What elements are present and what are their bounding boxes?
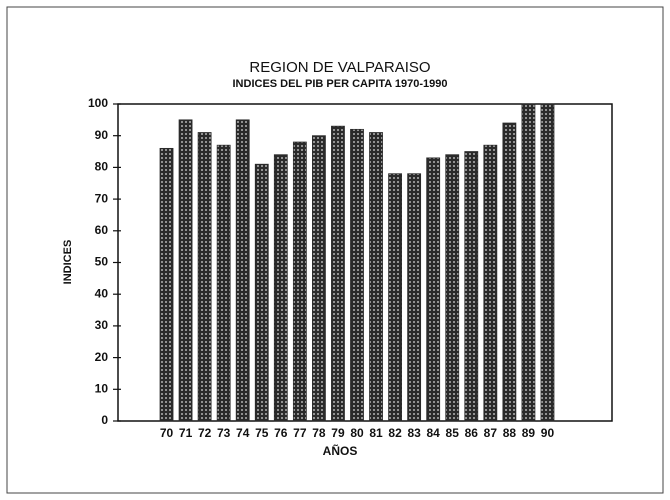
bar [254, 163, 269, 422]
x-tick-label: 88 [503, 426, 517, 440]
bar [445, 154, 460, 422]
x-tick-label: 84 [427, 426, 441, 440]
bar [483, 144, 498, 422]
x-tick-label: 74 [236, 426, 250, 440]
bar [407, 173, 422, 422]
x-tick-label: 81 [369, 426, 383, 440]
bar [388, 173, 402, 422]
bar [369, 132, 383, 422]
x-tick-label: 82 [388, 426, 402, 440]
bar [464, 151, 479, 422]
x-tick-label: 73 [217, 426, 231, 440]
x-tick-label: 70 [160, 426, 174, 440]
x-tick-label: 79 [331, 426, 345, 440]
x-tick-label: 89 [522, 426, 536, 440]
x-tick-label: 76 [274, 426, 288, 440]
x-tick-label: 72 [198, 426, 212, 440]
x-tick-label: 80 [350, 426, 364, 440]
y-tick-label: 60 [95, 223, 109, 237]
y-tick-label: 10 [95, 381, 109, 395]
x-tick-label: 85 [446, 426, 460, 440]
x-axis-label: AÑOS [323, 443, 358, 458]
y-tick-label: 100 [88, 96, 108, 110]
bar [426, 157, 441, 422]
y-tick-label: 30 [95, 318, 109, 332]
chart-title: REGION DE VALPARAISO [249, 59, 430, 76]
bar [502, 122, 517, 422]
bar [292, 141, 307, 422]
bar [273, 154, 288, 422]
bar [350, 128, 364, 422]
x-tick-label: 71 [179, 426, 193, 440]
y-tick-label: 90 [95, 128, 109, 142]
x-tick-label: 78 [312, 426, 326, 440]
y-axis-label: INDICES [62, 240, 74, 285]
bar [312, 135, 326, 422]
y-tick-label: 20 [95, 350, 109, 364]
bar [197, 132, 212, 422]
bar [159, 147, 174, 422]
bar [235, 119, 250, 422]
x-tick-label: 86 [465, 426, 479, 440]
page-frame [6, 6, 664, 494]
bar [331, 125, 345, 422]
x-tick-label: 75 [255, 426, 269, 440]
bar [521, 103, 536, 422]
y-tick-label: 80 [95, 160, 109, 174]
y-tick-label: 0 [101, 413, 108, 427]
chart-subtitle: INDICES DEL PIB PER CAPITA 1970-1990 [233, 78, 448, 90]
bar [540, 103, 555, 422]
x-tick-label: 87 [484, 426, 498, 440]
y-tick-label: 40 [95, 286, 109, 300]
x-tick-label: 90 [541, 426, 555, 440]
x-tick-label: 77 [293, 426, 307, 440]
bar [216, 144, 231, 422]
x-tick-label: 83 [407, 426, 421, 440]
bar [178, 119, 193, 422]
y-tick-label: 70 [95, 191, 109, 205]
y-tick-label: 50 [95, 255, 109, 269]
